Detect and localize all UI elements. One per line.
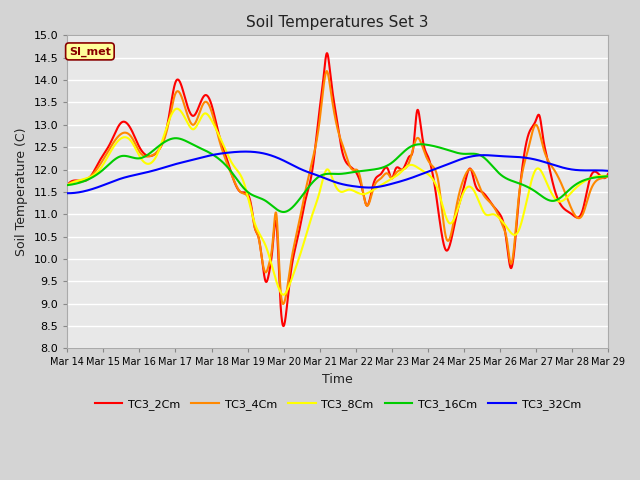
Title: Soil Temperatures Set 3: Soil Temperatures Set 3 [246, 15, 429, 30]
Legend: TC3_2Cm, TC3_4Cm, TC3_8Cm, TC3_16Cm, TC3_32Cm: TC3_2Cm, TC3_4Cm, TC3_8Cm, TC3_16Cm, TC3… [90, 395, 585, 414]
Y-axis label: Soil Temperature (C): Soil Temperature (C) [15, 128, 28, 256]
X-axis label: Time: Time [323, 373, 353, 386]
Text: SI_met: SI_met [69, 46, 111, 57]
